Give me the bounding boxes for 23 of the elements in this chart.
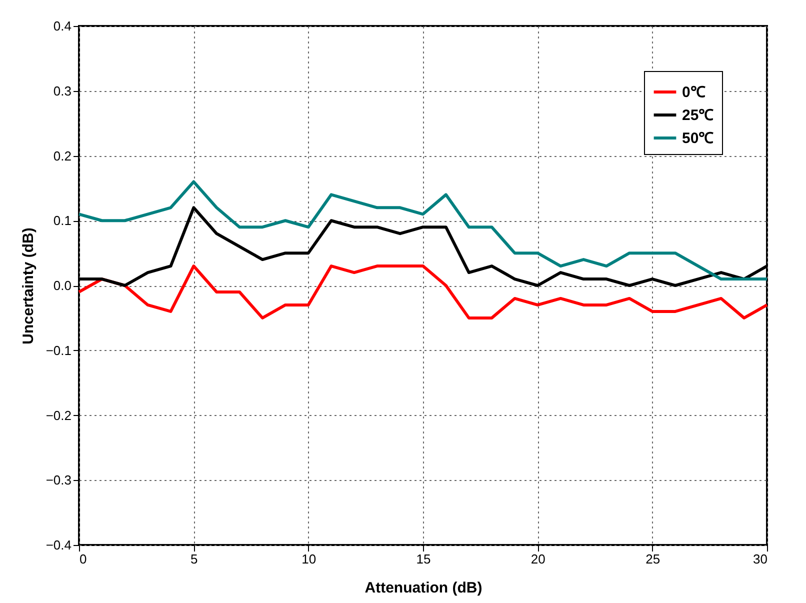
legend-label: 25℃	[682, 107, 714, 124]
x-tick-label: 10	[302, 552, 316, 566]
x-tick-label: 5	[190, 552, 198, 566]
y-tick-label: −0.3	[46, 472, 72, 488]
legend-label: 50℃	[682, 130, 714, 147]
x-tick-label: 30	[753, 552, 768, 566]
y-tick-label: 0.1	[53, 213, 72, 228]
y-tick-label: 0.2	[53, 148, 72, 164]
x-axis-title: Attenuation (dB)	[364, 580, 482, 596]
y-tick-label: −0.2	[46, 408, 72, 423]
legend-label: 0℃	[682, 84, 706, 101]
y-tick-label: 0.3	[53, 83, 72, 98]
y-axis-title: Uncertainty (dB)	[20, 228, 37, 344]
x-tick-label: 20	[530, 552, 546, 566]
y-tick-label: 0.0	[53, 278, 72, 293]
line-series	[78, 180, 768, 281]
x-tick-label: 15	[416, 552, 431, 566]
line-series	[78, 264, 768, 320]
y-tick-label: −0.4	[46, 538, 72, 552]
x-tick-label: 25	[646, 552, 660, 566]
x-tick-label: 0	[80, 552, 87, 566]
y-tick-label: 0.4	[53, 18, 72, 34]
y-tick-label: −0.1	[46, 342, 72, 358]
